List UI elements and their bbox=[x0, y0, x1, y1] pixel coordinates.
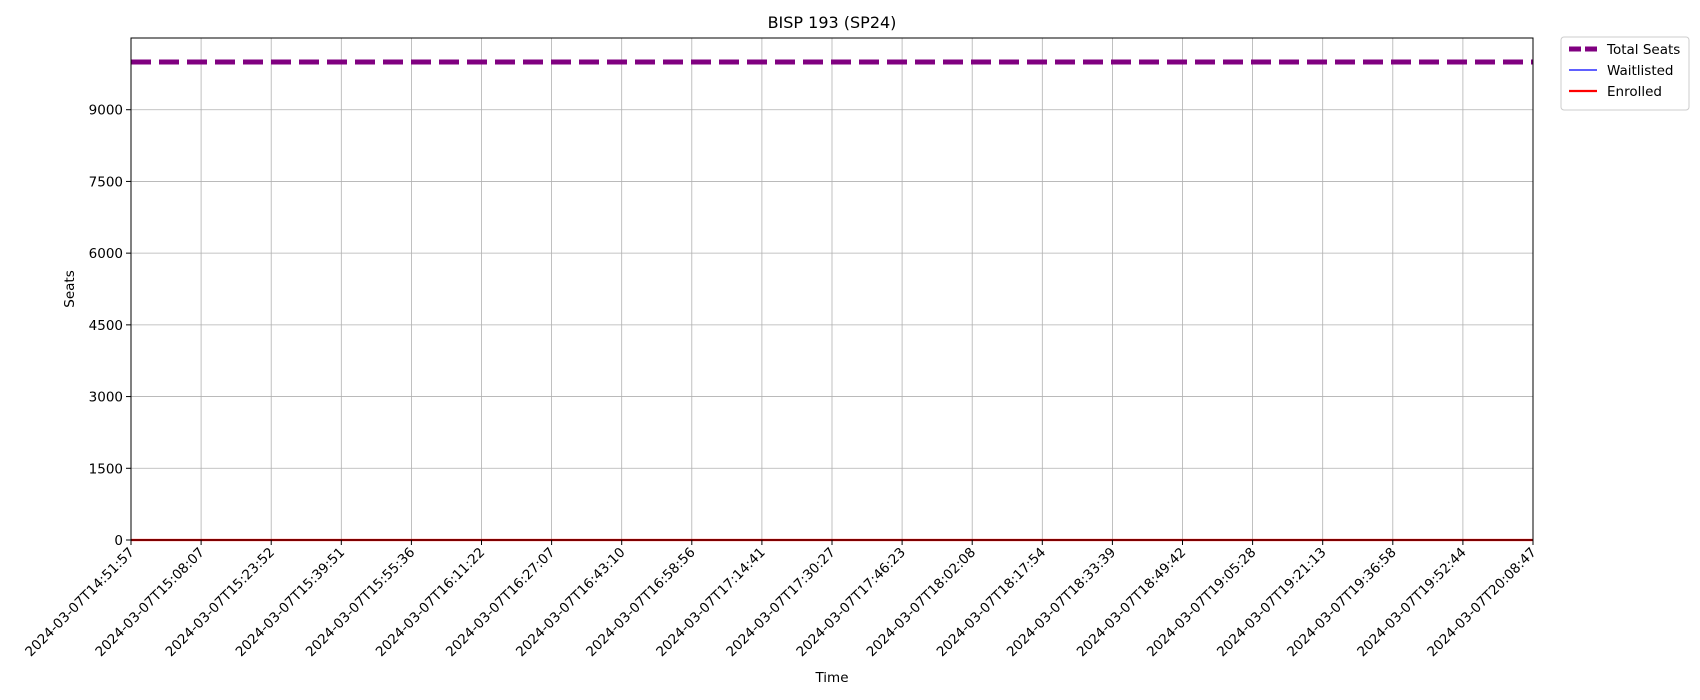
x-axis-title: Time bbox=[814, 670, 848, 686]
y-tick-label: 0 bbox=[114, 533, 123, 549]
y-tick-label: 7500 bbox=[89, 174, 123, 190]
legend-label: Total Seats bbox=[1606, 42, 1680, 58]
y-tick-label: 3000 bbox=[89, 390, 123, 406]
y-tick-label: 1500 bbox=[89, 461, 123, 477]
chart-title: BISP 193 (SP24) bbox=[768, 13, 897, 32]
y-tick-label: 9000 bbox=[89, 103, 123, 119]
legend-label: Enrolled bbox=[1607, 84, 1662, 100]
y-axis: 0 1500 3000 4500 6000 7500 9000 bbox=[89, 103, 131, 549]
x-axis: 2024-03-07T14:51:572024-03-07T15:08:0720… bbox=[22, 540, 1540, 660]
y-axis-title: Seats bbox=[62, 270, 78, 307]
legend: Total Seats Waitlisted Enrolled bbox=[1560, 36, 1690, 111]
grid bbox=[130, 38, 1534, 541]
legend-label: Waitlisted bbox=[1607, 63, 1674, 79]
y-tick-label: 6000 bbox=[89, 246, 123, 262]
y-tick-label: 4500 bbox=[89, 318, 123, 334]
